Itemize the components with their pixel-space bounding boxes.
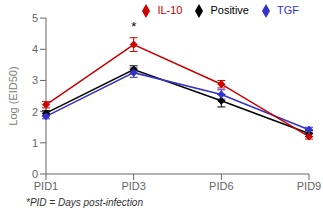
svg-text:4: 4 [32, 43, 38, 55]
html-text:IL-10: IL-10 [157, 4, 183, 16]
svg-text:PID1: PID1 [34, 180, 58, 192]
svg-text:PID6: PID6 [209, 180, 233, 192]
svg-text:1: 1 [32, 137, 38, 149]
html-text:TGF: TGF [277, 4, 299, 16]
svg-text:0: 0 [32, 168, 38, 180]
html-text:*PID = Days post-infection: *PID = Days post-infection [26, 197, 143, 208]
svg-text:2: 2 [32, 106, 38, 118]
svg-text:5: 5 [32, 12, 38, 24]
svg-text:3: 3 [32, 74, 38, 86]
svg-text:PID9: PID9 [297, 180, 315, 192]
svg-text:*: * [131, 19, 136, 34]
svg-text:PID3: PID3 [121, 180, 145, 192]
html-text:Positive: Positive [210, 4, 249, 16]
svg-text:Log (EID50): Log (EID50) [8, 66, 19, 125]
